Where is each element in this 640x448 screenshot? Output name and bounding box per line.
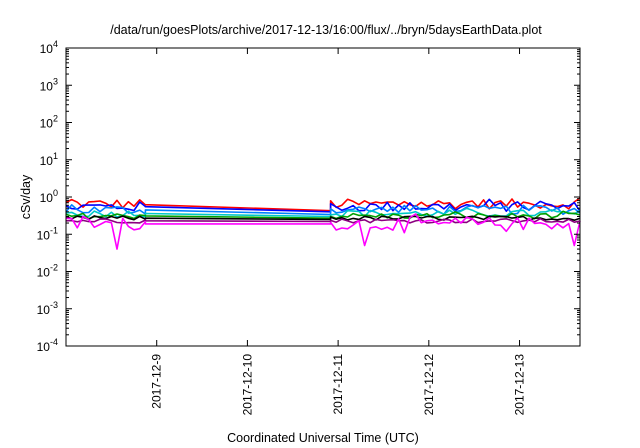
y-tick-label: 104 [40,39,58,56]
y-tick-label: 101 [40,151,58,168]
y-tick-base: 10 [40,117,54,131]
series-line [65,204,581,216]
x-tick-label: 2017-12-11 [331,354,345,415]
series-line [65,197,581,212]
y-tick-base: 10 [40,79,54,93]
y-tick-label: 10-3 [37,300,58,317]
x-tick-label: 2017-12-9 [150,354,164,409]
x-axis-label: Coordinated Universal Time (UTC) [227,431,419,445]
y-tick-exponent: -2 [50,263,58,273]
y-tick-label: 100 [40,188,58,205]
y-tick-base: 10 [40,42,54,56]
y-tick-base: 10 [40,191,54,205]
y-tick-exponent: 0 [53,188,58,198]
series-line [65,217,581,224]
series-layer [65,197,581,250]
series-line [65,215,581,222]
y-tick-base: 10 [40,154,54,168]
plot-frame [65,47,581,347]
y-tick-label: 10-1 [37,225,58,242]
y-tick-base: 10 [37,303,51,317]
y-tick-exponent: 2 [53,114,58,124]
y-tick-exponent: 1 [53,151,58,161]
y-tick-exponent: 4 [53,39,58,49]
y-tick-exponent: 3 [53,76,58,86]
chart-title: /data/run/goesPlots/archive/2017-12-13/1… [110,23,542,37]
y-tick-exponent: -3 [50,300,58,310]
y-tick-base: 10 [37,228,51,242]
x-tick-label: 2017-12-12 [422,354,436,416]
y-tick-label: 102 [40,114,58,131]
x-tick-label: 2017-12-10 [240,354,254,416]
x-tick-label: 2017-12-13 [513,354,527,416]
y-tick-base: 10 [37,340,51,354]
y-tick-exponent: -4 [50,337,58,347]
x-axis: 2017-12-9 2017-12-10 2017-12-11 2017-12-12 2… [150,48,527,415]
series-line [65,213,581,250]
y-tick-exponent: -1 [50,225,58,235]
y-tick-label: 103 [40,76,58,93]
y-axis-label: cSv/day [19,174,33,219]
y-tick-base: 10 [37,266,51,280]
y-tick-label: 10-4 [37,337,58,354]
y-tick-label: 10-2 [37,263,58,280]
